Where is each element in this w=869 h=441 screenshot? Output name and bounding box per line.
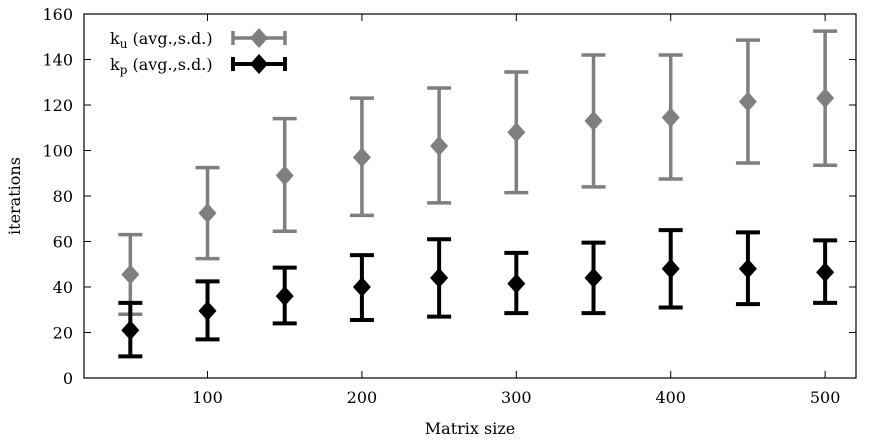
data-point-marker <box>661 258 680 279</box>
data-point-marker <box>121 264 140 285</box>
legend-label: kp (avg.,s.d.) <box>110 55 213 77</box>
data-point-marker <box>816 262 835 283</box>
y-tick-label: 160 <box>42 5 73 24</box>
data-point-marker <box>352 277 371 297</box>
series-ku <box>118 29 838 317</box>
y-axis-label: iterations <box>5 157 24 235</box>
x-tick-label: 400 <box>655 388 686 407</box>
legend-label: ku (avg.,s.d.) <box>110 29 213 51</box>
y-tick-label: 20 <box>53 324 73 343</box>
x-tick-label: 200 <box>347 388 378 407</box>
legend-marker <box>250 28 268 48</box>
y-tick-label: 120 <box>42 96 73 115</box>
x-tick-label: 500 <box>810 388 841 407</box>
y-tick-label: 140 <box>42 51 73 70</box>
series-kp <box>118 228 838 359</box>
plot-area <box>118 29 838 359</box>
data-point-marker <box>275 165 294 186</box>
legend-marker <box>250 54 268 74</box>
data-point-marker <box>507 122 526 143</box>
data-point-marker <box>198 300 217 321</box>
data-point-marker <box>816 88 835 109</box>
y-tick-label: 60 <box>53 233 73 252</box>
x-axis-label: Matrix size <box>425 419 515 438</box>
data-point-marker <box>661 107 680 128</box>
data-point-marker <box>198 203 217 224</box>
x-tick-label: 100 <box>192 388 223 407</box>
x-tick-label: 300 <box>501 388 532 407</box>
legend-entry: kp (avg.,s.d.) <box>110 54 287 77</box>
data-point-marker <box>507 273 526 294</box>
data-point-marker <box>738 258 757 279</box>
axis-ticks: 100 200 300 400 500 0 20 40 60 80 100 120 140 160 <box>42 5 856 407</box>
y-tick-label: 80 <box>53 187 73 206</box>
data-point-marker <box>121 320 140 341</box>
legend-entry: ku (avg.,s.d.) <box>110 28 287 51</box>
y-tick-label: 0 <box>63 369 73 388</box>
data-point-marker <box>430 267 449 288</box>
data-point-marker <box>352 147 371 168</box>
data-point-marker <box>430 135 449 156</box>
y-tick-label: 100 <box>42 142 73 161</box>
y-tick-label: 40 <box>53 278 73 297</box>
data-point-marker <box>738 91 757 112</box>
data-point-marker <box>584 267 603 288</box>
data-point-marker <box>584 110 603 131</box>
legend: ku (avg.,s.d.) kp (avg.,s.d.) <box>110 28 287 77</box>
data-point-marker <box>275 286 294 307</box>
